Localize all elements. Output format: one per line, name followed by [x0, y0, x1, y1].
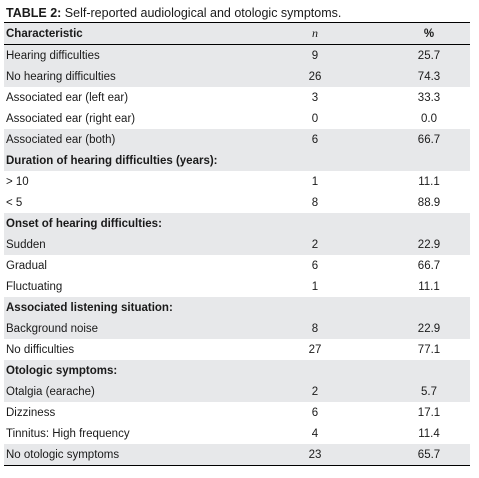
- table-row: Fluctuating 1 11.1: [4, 276, 470, 297]
- table-row: Dizziness 6 17.1: [4, 402, 470, 423]
- row-label: Fluctuating: [6, 280, 63, 293]
- header-characteristic: Characteristic: [4, 22, 264, 45]
- row-n: 26: [264, 66, 364, 87]
- row-n: 1: [311, 175, 319, 188]
- row-n: 1: [311, 280, 319, 293]
- row-n: 6: [311, 406, 319, 419]
- row-label: No hearing difficulties: [4, 66, 264, 87]
- row-percent: 66.7: [417, 259, 441, 272]
- row-label: Associated ear (right ear): [6, 112, 136, 125]
- row-label: Dizziness: [6, 406, 56, 419]
- row-percent: 25.7: [364, 44, 470, 66]
- row-n: 23: [264, 444, 364, 466]
- row-label: Sudden: [4, 234, 264, 255]
- row-n: 6: [264, 129, 364, 150]
- section-header-row: Associated listening situation:: [4, 297, 470, 318]
- table-row: Gradual 6 66.7: [4, 255, 470, 276]
- table-row: < 5 8 88.9: [4, 192, 470, 213]
- table-row: Tinnitus: High frequency 4 11.4: [4, 423, 470, 444]
- table-row: No hearing difficulties 26 74.3: [4, 66, 470, 87]
- table-caption: TABLE 2: Self-reported audiological and …: [4, 4, 470, 22]
- row-percent: 5.7: [364, 381, 470, 402]
- row-percent: 77.1: [417, 343, 441, 356]
- row-percent: 11.1: [418, 280, 440, 293]
- table-row: Associated ear (both) 6 66.7: [4, 129, 470, 150]
- symptoms-table: Characteristic n % Hearing difficulties 9…: [4, 22, 470, 466]
- table-row: Hearing difficulties 9 25.7: [4, 44, 470, 66]
- row-percent: 88.9: [417, 196, 441, 209]
- row-percent: 33.3: [417, 91, 441, 104]
- table-body: Hearing difficulties 9 25.7 No hearing diff…: [4, 44, 470, 466]
- row-label: No difficulties: [6, 343, 75, 356]
- section-header-row: Duration of hearing difficulties (years)…: [4, 150, 470, 171]
- section-title: Onset of hearing difficulties:: [4, 213, 470, 234]
- row-label: Background noise: [4, 318, 264, 339]
- row-percent: 22.9: [364, 318, 470, 339]
- row-label: Gradual: [6, 259, 47, 272]
- section-title: Duration of hearing difficulties (years)…: [4, 150, 470, 171]
- row-percent: 0.0: [421, 112, 437, 125]
- table-row: Associated ear (right ear) 0 0.0: [4, 108, 470, 129]
- row-label: Associated ear (both): [4, 129, 264, 150]
- row-percent: 11.1: [418, 175, 440, 188]
- table-row: Background noise 8 22.9: [4, 318, 470, 339]
- row-percent: 11.4: [418, 427, 440, 440]
- row-percent: 65.7: [364, 444, 470, 466]
- row-percent: 66.7: [364, 129, 470, 150]
- row-n: 2: [264, 381, 364, 402]
- table-container: TABLE 2: Self-reported audiological and …: [4, 4, 470, 466]
- section-title: Associated listening situation:: [4, 297, 470, 318]
- row-n: 27: [308, 343, 322, 356]
- row-n: 9: [264, 44, 364, 66]
- header-percent: %: [364, 22, 470, 45]
- row-label: Tinnitus: High frequency: [6, 427, 130, 440]
- caption-label: TABLE 2:: [6, 6, 62, 20]
- row-percent: 74.3: [364, 66, 470, 87]
- table-row: No difficulties 27 77.1: [4, 339, 470, 360]
- header-n: n: [264, 22, 364, 45]
- row-n: 2: [264, 234, 364, 255]
- row-n: 6: [311, 259, 319, 272]
- row-label: Associated ear (left ear): [6, 91, 129, 104]
- row-n: 3: [311, 91, 319, 104]
- table-row: Otalgia (earache) 2 5.7: [4, 381, 470, 402]
- row-percent: 17.1: [417, 406, 441, 419]
- row-percent: 22.9: [364, 234, 470, 255]
- row-n: 8: [311, 196, 319, 209]
- caption-text: Self-reported audiological and otologic …: [61, 6, 342, 20]
- header-row: Characteristic n %: [4, 22, 470, 45]
- row-n: 8: [264, 318, 364, 339]
- section-header-row: Otologic symptoms:: [4, 360, 470, 381]
- table-row: No otologic symptoms 23 65.7: [4, 444, 470, 466]
- row-n: 0: [311, 112, 319, 125]
- section-header-row: Onset of hearing difficulties:: [4, 213, 470, 234]
- table-row: > 10 1 11.1: [4, 171, 470, 192]
- row-label: No otologic symptoms: [4, 444, 264, 466]
- row-label: > 10: [6, 175, 29, 188]
- row-n: 4: [311, 427, 319, 440]
- section-title: Otologic symptoms:: [4, 360, 470, 381]
- table-row: Associated ear (left ear) 3 33.3: [4, 87, 470, 108]
- row-label: Otalgia (earache): [4, 381, 264, 402]
- row-label: Hearing difficulties: [4, 44, 264, 66]
- row-label: < 5: [6, 196, 23, 209]
- table-row: Sudden 2 22.9: [4, 234, 470, 255]
